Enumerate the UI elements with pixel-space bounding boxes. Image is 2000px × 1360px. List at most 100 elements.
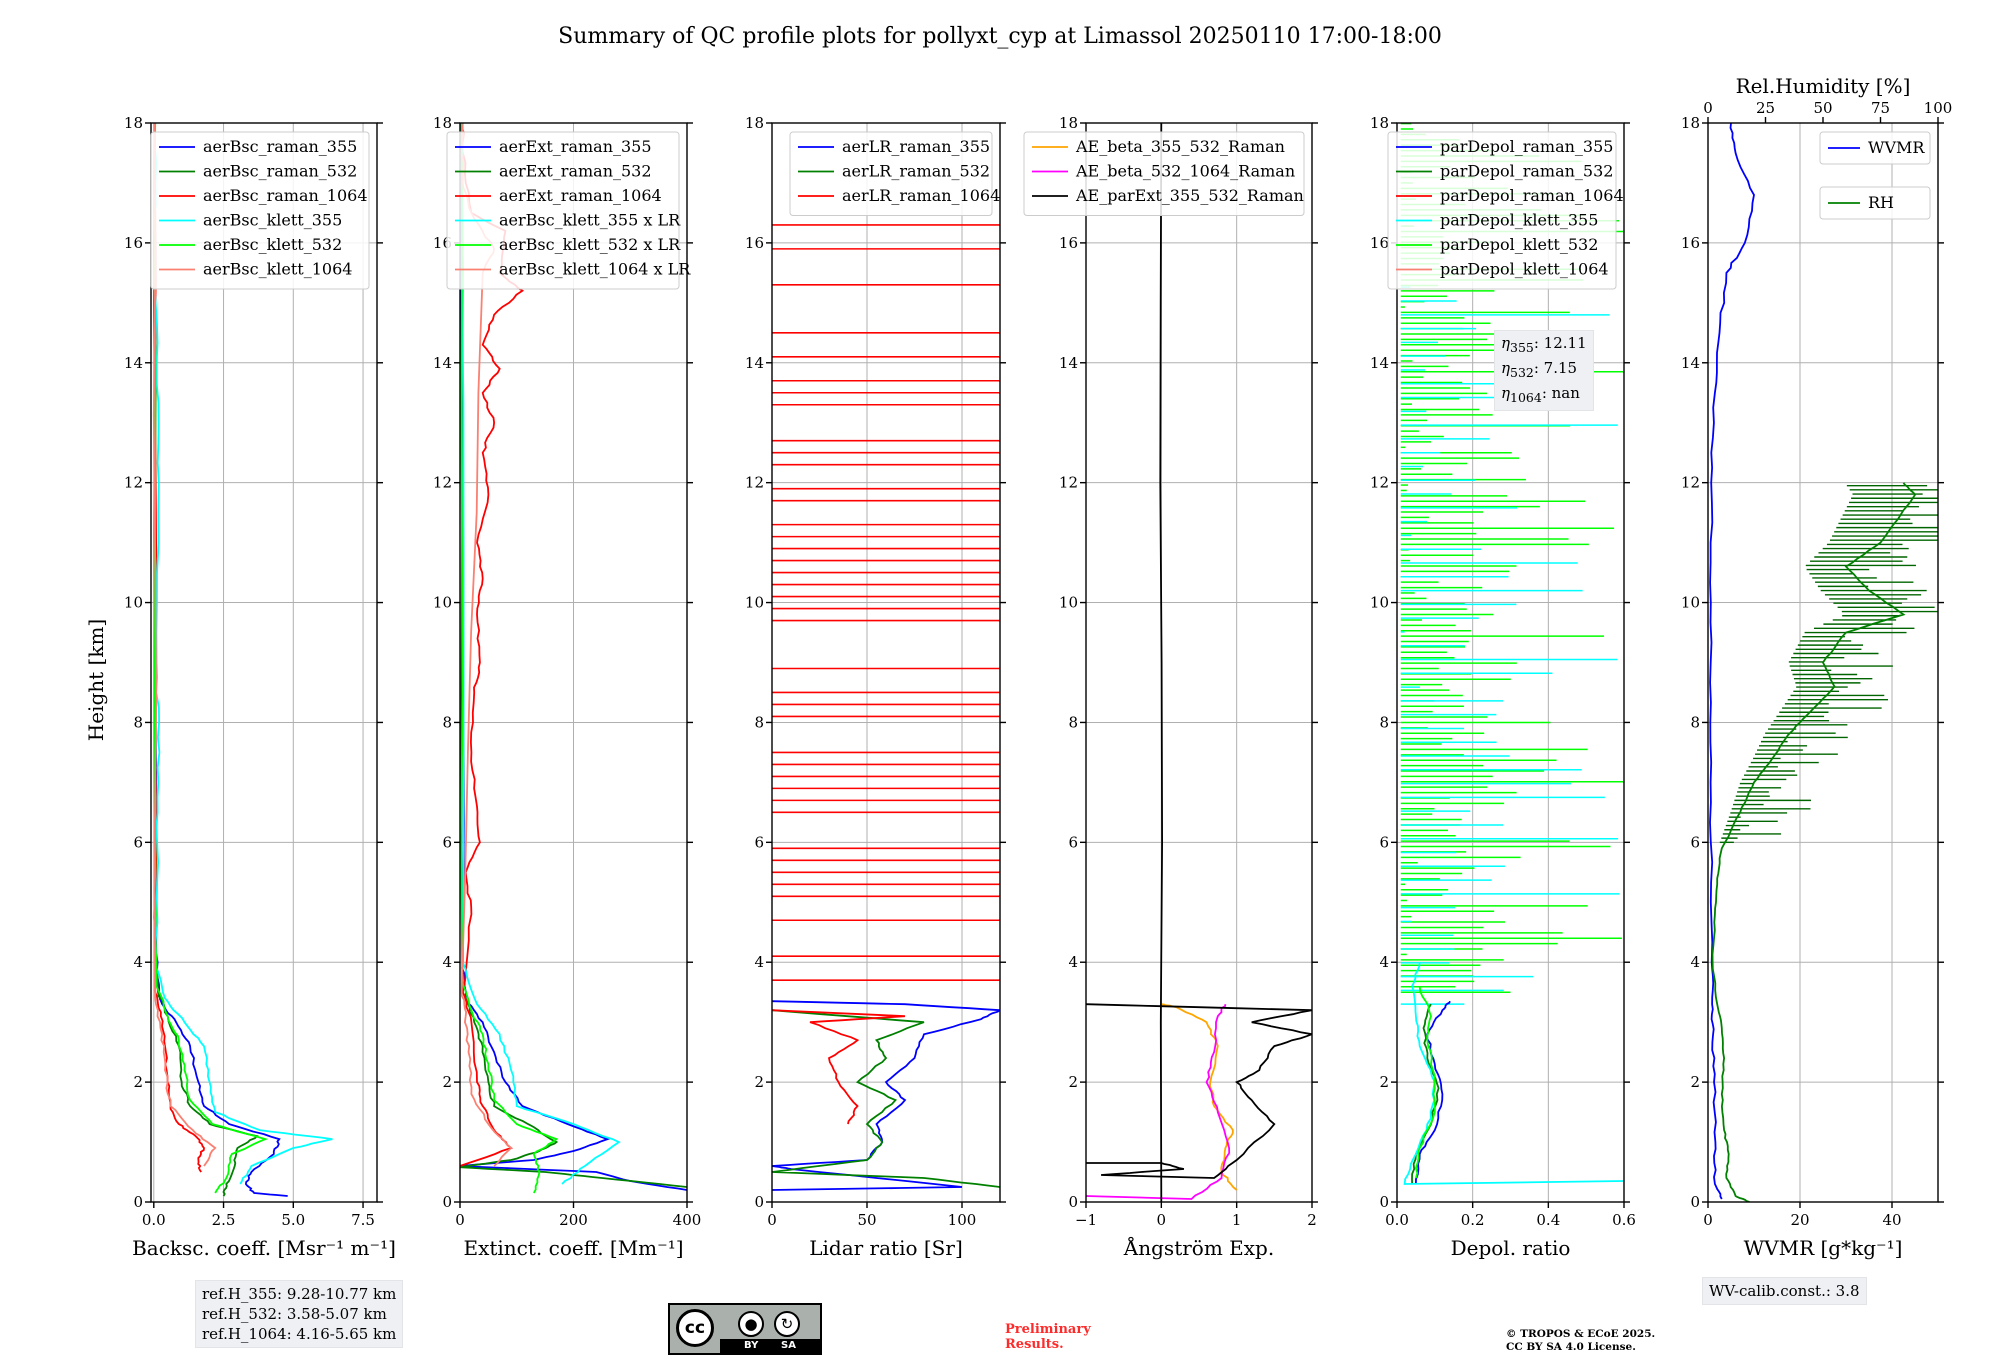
y-tick-label: 4: [133, 953, 143, 971]
legend-entry: parDepol_raman_532: [1440, 162, 1613, 181]
wv-calib-box: WV-calib.const.: 3.8: [1702, 1277, 1867, 1305]
legend-entry: aerLR_raman_532: [842, 162, 990, 181]
y-tick-label: 10: [1681, 594, 1700, 612]
cc-license-badge: cc ● ↻ BY SA: [668, 1303, 822, 1355]
series-aerBsc_klett_355: [153, 123, 333, 1185]
x-axis-label: WVMR [g*kg⁻¹]: [1744, 1236, 1903, 1260]
x-axis-label: Backsc. coeff. [Msr⁻¹ m⁻¹]: [132, 1236, 396, 1260]
legend-entry: aerBsc_raman_532: [203, 162, 357, 181]
share-alike-icon: ↻: [774, 1311, 800, 1337]
eta-532-value: : 7.15: [1533, 359, 1578, 377]
legend: WVMR RH: [1819, 131, 1931, 220]
legend-box: [1387, 131, 1617, 290]
x-tick-label: 200: [559, 1211, 588, 1229]
legend-entry: aerBsc_klett_355 x LR: [499, 211, 681, 230]
series-aerBsc_raman_532: [153, 123, 259, 1197]
axes-frame: [1085, 122, 1313, 1203]
x-tick-label: 0: [1703, 1211, 1713, 1229]
x-tick-label: 1: [1232, 1211, 1242, 1229]
legend-entry: parDepol_raman_1064: [1440, 186, 1624, 205]
legend-box: [150, 131, 370, 290]
y-tick-label: 18: [433, 114, 452, 132]
x-tick-label: 5.0: [281, 1211, 305, 1229]
series-aerBsc_raman_355: [153, 123, 288, 1197]
legend-box: [1819, 131, 1931, 165]
legend-entry: WVMR: [1868, 138, 1925, 157]
y-tick-label: 18: [124, 114, 143, 132]
eta-box: η355: 12.11 η532: 7.15 η1064: nan: [1494, 330, 1594, 411]
y-tick-label: 4: [1690, 953, 1700, 971]
y-tick-label: 0: [1690, 1193, 1700, 1211]
x-axis-label: Depol. ratio: [1451, 1236, 1571, 1260]
legend-entry: parDepol_klett_1064: [1440, 260, 1609, 279]
y-tick-label: 2: [1379, 1073, 1389, 1091]
legend-entry: AE_beta_355_532_Raman: [1075, 137, 1285, 156]
x-axis-label: Extinct. coeff. [Mm⁻¹]: [463, 1236, 683, 1260]
x-tick-label: 2.5: [212, 1211, 236, 1229]
legend-box: [446, 131, 680, 290]
x-tick-label: 50: [857, 1211, 876, 1229]
series-aerLR_raman_1064: [772, 1009, 906, 1125]
series-aerBsc_klett_355 x LR: [460, 123, 621, 1185]
series-AE_parExt_355_532_Raman: [1159, 123, 1164, 1202]
legend-entry: aerExt_raman_532: [499, 162, 652, 181]
legend: aerLR_raman_355 aerLR_raman_532 aerLR_rama…: [789, 131, 1000, 216]
eta-355-value: : 12.11: [1533, 334, 1587, 352]
y-tick-label: 16: [1059, 234, 1078, 252]
ref-height-532: ref.H_532: 3.58-5.07 km: [202, 1305, 387, 1323]
plot-area: [772, 224, 1000, 1191]
panel-3: 0 2 4 6 8 10 12 14 16 18 0 50 100 Lidar ratio [Sr] aer…: [745, 114, 1006, 1260]
y-tick-label: 0: [1068, 1193, 1078, 1211]
preliminary-line-1: Preliminary: [1005, 1322, 1091, 1337]
legend-box: [1819, 186, 1931, 220]
x-tick-label: 0.2: [1461, 1211, 1485, 1229]
plot-area: [1086, 123, 1312, 1202]
legend-entry: parDepol_klett_532: [1440, 235, 1598, 254]
y-tick-label: 2: [754, 1073, 764, 1091]
series-parDepol_raman_532: [1411, 1003, 1440, 1185]
x-tick-label: 0.6: [1612, 1211, 1636, 1229]
y-tick-label: 4: [1379, 953, 1389, 971]
ref-height-355: ref.H_355: 9.28-10.77 km: [202, 1285, 397, 1303]
license-bar: [720, 1339, 820, 1353]
y-tick-label: 2: [442, 1073, 452, 1091]
legend: aerExt_raman_355 aerExt_raman_532 aerExt_r…: [446, 131, 691, 290]
x-axis-label: Ångström Exp.: [1123, 1235, 1274, 1260]
y-tick-label: 6: [133, 833, 143, 851]
y-tick-label: 16: [1681, 234, 1700, 252]
legend-entry: aerBsc_raman_355: [203, 137, 357, 156]
y-tick-label: 16: [745, 234, 764, 252]
legend-entry: parDepol_raman_355: [1440, 137, 1613, 156]
plot-area: [1709, 123, 1938, 1202]
x-tick-label: 0.4: [1536, 1211, 1560, 1229]
legend-entry: RH: [1868, 193, 1894, 212]
y-tick-label: 8: [133, 713, 143, 731]
person-icon: ●: [738, 1311, 764, 1337]
panel-1: 0 2 4 6 8 10 12 14 16 18 0.0 2.5 5.0 7.5 Backsc. coeff…: [124, 114, 396, 1260]
axes-frame: [771, 122, 1001, 1203]
y-tick-label: 10: [1059, 594, 1078, 612]
license-sa-label: SA: [781, 1340, 796, 1351]
legend-entry: AE_beta_532_1064_Raman: [1075, 162, 1295, 181]
y-tick-label: 4: [442, 953, 452, 971]
y-tick-label: 14: [1370, 354, 1389, 372]
y-tick-label: 0: [754, 1193, 764, 1211]
x2-tick-label: 25: [1756, 99, 1775, 117]
plot-area: [152, 123, 333, 1197]
series-parDepol_klett_532: [1414, 986, 1436, 1179]
preliminary-line-2: Results.: [1005, 1337, 1064, 1352]
legend-entry: aerBsc_klett_1064 x LR: [499, 260, 691, 279]
series-aerBsc_klett_1064: [152, 123, 217, 1167]
y-tick-label: 10: [433, 594, 452, 612]
y-tick-label: 12: [124, 474, 143, 492]
series-aerBsc_klett_532 x LR: [460, 123, 559, 1194]
y-tick-label: 16: [124, 234, 143, 252]
series-aerLR_raman_532: [772, 1009, 1000, 1188]
series-RH: [1711, 482, 1917, 1202]
legend: AE_beta_355_532_Raman AE_beta_532_1064_Ra…: [1023, 131, 1305, 216]
y-tick-label: 2: [1690, 1073, 1700, 1091]
x2-tick-label: 0: [1703, 99, 1713, 117]
